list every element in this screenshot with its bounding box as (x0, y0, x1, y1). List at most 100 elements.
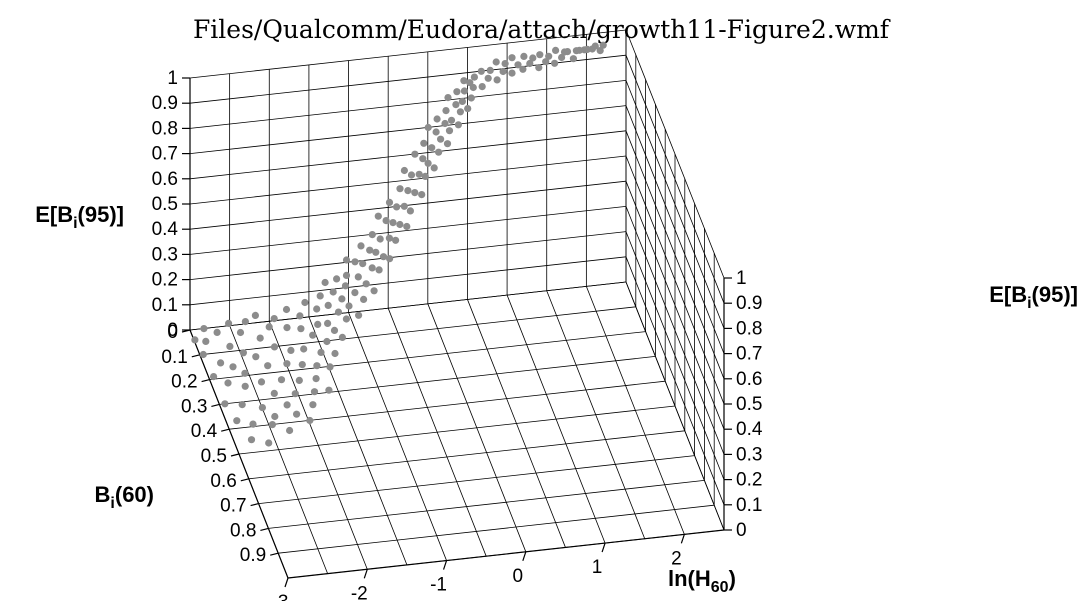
y-tick-label: 0 (167, 322, 178, 343)
data-point (406, 207, 414, 215)
data-point (368, 264, 376, 272)
data-point (309, 401, 317, 409)
sidewall-gridline-z (625, 155, 725, 405)
sidewall-gridline-z (625, 256, 725, 505)
data-point (351, 289, 359, 297)
data-point (191, 336, 199, 344)
y-tick-label: 0.4 (191, 421, 218, 442)
y-tick-label: 0.7 (220, 496, 246, 517)
x-tick (522, 551, 527, 562)
data-point (368, 231, 376, 239)
x-tick-label: 0 (513, 566, 524, 587)
data-point (486, 66, 494, 74)
data-point (324, 301, 332, 309)
sidewall-gridline-z (625, 80, 725, 329)
data-point (233, 417, 241, 425)
y-tick (211, 403, 220, 407)
data-point (542, 58, 550, 66)
data-point (519, 65, 527, 73)
data-point (484, 74, 492, 82)
data-point (599, 41, 607, 49)
data-point (424, 159, 432, 167)
data-point (238, 401, 246, 409)
data-point (252, 353, 260, 361)
backwall-gridline-z (189, 281, 627, 331)
data-point (309, 331, 317, 339)
x-axis (287, 529, 725, 579)
data-point (357, 242, 365, 250)
z-tick-label-left: 1 (167, 68, 178, 89)
data-point (389, 219, 397, 227)
data-point (418, 191, 426, 199)
data-point (379, 253, 388, 261)
sidewall-gridline-z (625, 206, 725, 455)
y-tick-label: 0.3 (181, 396, 207, 417)
data-point (447, 116, 456, 124)
x-tick-label: -1 (430, 575, 447, 596)
floor-gridline-y (229, 380, 666, 430)
data-point (419, 155, 427, 163)
data-point (265, 439, 273, 447)
data-point (270, 343, 279, 351)
x-tick (680, 534, 685, 544)
data-point (314, 320, 322, 328)
data-point (514, 61, 522, 69)
floor-gridline-y (209, 331, 646, 380)
data-point (467, 94, 475, 102)
data-point (536, 51, 544, 59)
y-tick (221, 428, 230, 432)
y-tick-label: 0.5 (201, 446, 227, 467)
data-point (226, 342, 234, 350)
data-point (293, 410, 301, 418)
z-axis-label-right: E[Bi(95)] (989, 282, 1078, 312)
data-point (508, 54, 516, 62)
data-point (469, 83, 477, 92)
backwall-gridline-z (189, 155, 627, 205)
y-tick (181, 329, 191, 333)
data-point (296, 312, 304, 320)
y-tick (250, 503, 259, 507)
data-point (392, 236, 400, 244)
data-point (221, 400, 229, 408)
floor-gridline-y (199, 306, 636, 356)
z-tick-label-right: 0.4 (736, 419, 763, 440)
sidewall-gridline-z (625, 181, 725, 430)
z-tick-label-left: 0.3 (152, 244, 178, 265)
sidewall-gridline-z (625, 281, 725, 531)
data-point (338, 295, 346, 303)
data-point (200, 325, 208, 333)
z-tick-label-right: 0 (736, 520, 747, 541)
z-tick-label-right: 0.7 (736, 344, 762, 365)
data-point (535, 64, 543, 72)
data-point (295, 376, 303, 384)
data-point (338, 333, 346, 341)
data-point (444, 94, 452, 102)
data-point (283, 401, 291, 409)
data-point (432, 128, 440, 136)
data-point (460, 87, 468, 95)
z-tick-label-right: 1 (736, 268, 747, 289)
data-point (345, 302, 353, 310)
sidewall-gridline-z (625, 29, 725, 279)
data-point (291, 390, 299, 398)
data-point (283, 324, 291, 332)
data-point (386, 255, 394, 263)
y-tick-label: 0.6 (210, 471, 236, 492)
data-point (499, 67, 507, 76)
data-point (341, 282, 350, 290)
data-point (430, 164, 438, 172)
y-tick (191, 354, 200, 358)
data-point (569, 55, 578, 63)
data-point (454, 121, 462, 129)
backwall-gridline-z (189, 130, 627, 180)
data-point (287, 346, 295, 354)
data-point (433, 115, 441, 123)
floor-gridline-y (258, 455, 695, 504)
data-point (331, 349, 339, 358)
x-tick-label: 1 (592, 557, 603, 578)
z-tick-label-left: 0.5 (152, 194, 178, 215)
data-point (316, 292, 324, 300)
data-point (213, 328, 221, 336)
data-point (241, 318, 249, 326)
